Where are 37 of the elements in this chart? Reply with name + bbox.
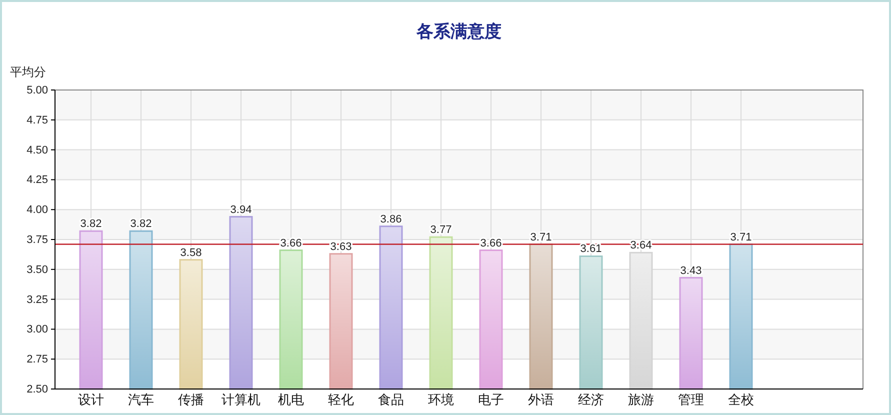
y-tick-label: 4.50 <box>26 144 48 156</box>
data-label: 3.43 <box>680 264 702 277</box>
x-tick-label: 计算机 <box>222 392 260 407</box>
data-label: 3.86 <box>380 213 402 226</box>
x-tick-label: 旅游 <box>628 392 654 407</box>
data-label: 3.61 <box>580 243 602 256</box>
y-tick-label: 4.75 <box>26 114 48 126</box>
x-tick-label: 传播 <box>178 392 204 407</box>
y-tick-label: 3.00 <box>26 324 48 336</box>
data-label: 3.82 <box>130 218 152 230</box>
x-tick-label: 电子 <box>478 392 504 407</box>
y-tick-label: 2.75 <box>26 354 48 366</box>
y-tick-label: 5.00 <box>26 84 48 97</box>
y-tick-label: 3.25 <box>26 294 48 306</box>
x-tick-label: 机电 <box>278 392 304 407</box>
x-tick-label: 汽车 <box>128 392 154 407</box>
y-tick-label: 3.50 <box>26 264 48 276</box>
y-tick-label: 3.75 <box>26 234 48 246</box>
data-label: 3.94 <box>230 204 252 216</box>
x-tick-label: 外语 <box>528 392 554 407</box>
y-tick-label: 2.50 <box>26 384 48 396</box>
x-tick-label: 经济 <box>578 392 604 407</box>
x-tick-label: 全校 <box>728 392 754 407</box>
y-axis-title: 平均分 <box>10 65 46 79</box>
y-tick-label: 4.25 <box>26 174 48 186</box>
data-label: 3.82 <box>80 218 102 230</box>
x-tick-label: 食品 <box>378 392 404 407</box>
chart-title: 各系满意度 <box>416 22 502 41</box>
x-tick-label: 设计 <box>78 392 104 407</box>
x-tick-label: 管理 <box>678 392 704 407</box>
data-label: 3.77 <box>430 224 452 236</box>
x-tick-label: 轻化 <box>328 392 354 407</box>
data-label: 3.58 <box>180 246 202 259</box>
data-label: 3.71 <box>730 231 752 244</box>
data-label: 3.71 <box>530 231 552 244</box>
x-tick-label: 环境 <box>428 392 454 407</box>
y-tick-label: 4.00 <box>26 204 48 216</box>
